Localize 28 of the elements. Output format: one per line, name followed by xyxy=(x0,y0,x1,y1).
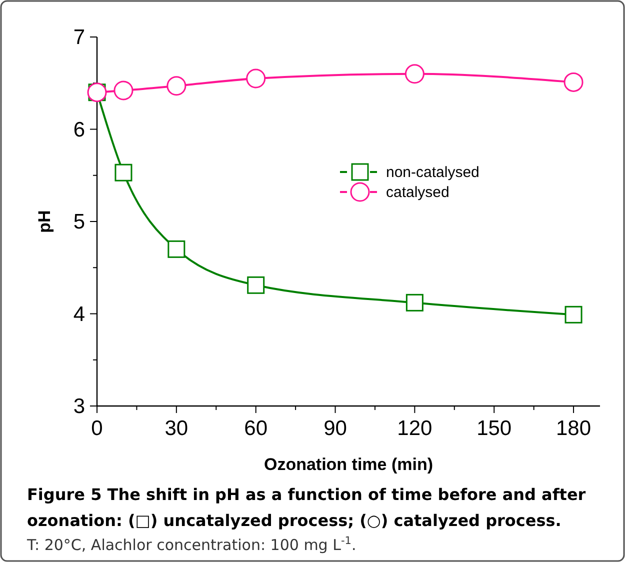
point xyxy=(247,276,265,294)
point xyxy=(168,240,186,258)
x-axis-title: Ozonation time (min) xyxy=(264,455,434,474)
x-tick-label: 0 xyxy=(91,417,103,440)
text: T: 20°C, Alachlor concentration: 100 mg L$^{-1}$. xyxy=(26,535,356,554)
y-tick-label: 3 xyxy=(73,395,85,418)
y-tick-label: 5 xyxy=(73,210,85,234)
point xyxy=(404,64,424,84)
point xyxy=(114,164,132,182)
point xyxy=(406,294,424,312)
x-tick-label: 30 xyxy=(164,417,188,440)
x-tick-label: 180 xyxy=(556,417,592,440)
point xyxy=(564,306,582,324)
point xyxy=(564,72,584,92)
point xyxy=(246,68,266,88)
text: Figure 5 The shift in pH as a function of time before and after ozonation: (□) uncatalyzed process; (○) catalyzed process. xyxy=(27,485,586,530)
y-tick-label: 6 xyxy=(73,118,85,142)
x-tick-label: 60 xyxy=(244,417,268,440)
point xyxy=(114,80,134,100)
legend-label: catalysed xyxy=(386,184,450,201)
x-tick-label: 150 xyxy=(476,417,512,440)
y-tick-label: 7 xyxy=(73,26,85,49)
y-tick-label: 4 xyxy=(73,302,86,326)
legend-label: non-catalysed xyxy=(386,164,480,181)
x-tick-label: 90 xyxy=(324,417,347,440)
y-axis-title: pH xyxy=(35,210,54,233)
point xyxy=(166,76,186,96)
x-tick-label: 120 xyxy=(397,417,432,440)
